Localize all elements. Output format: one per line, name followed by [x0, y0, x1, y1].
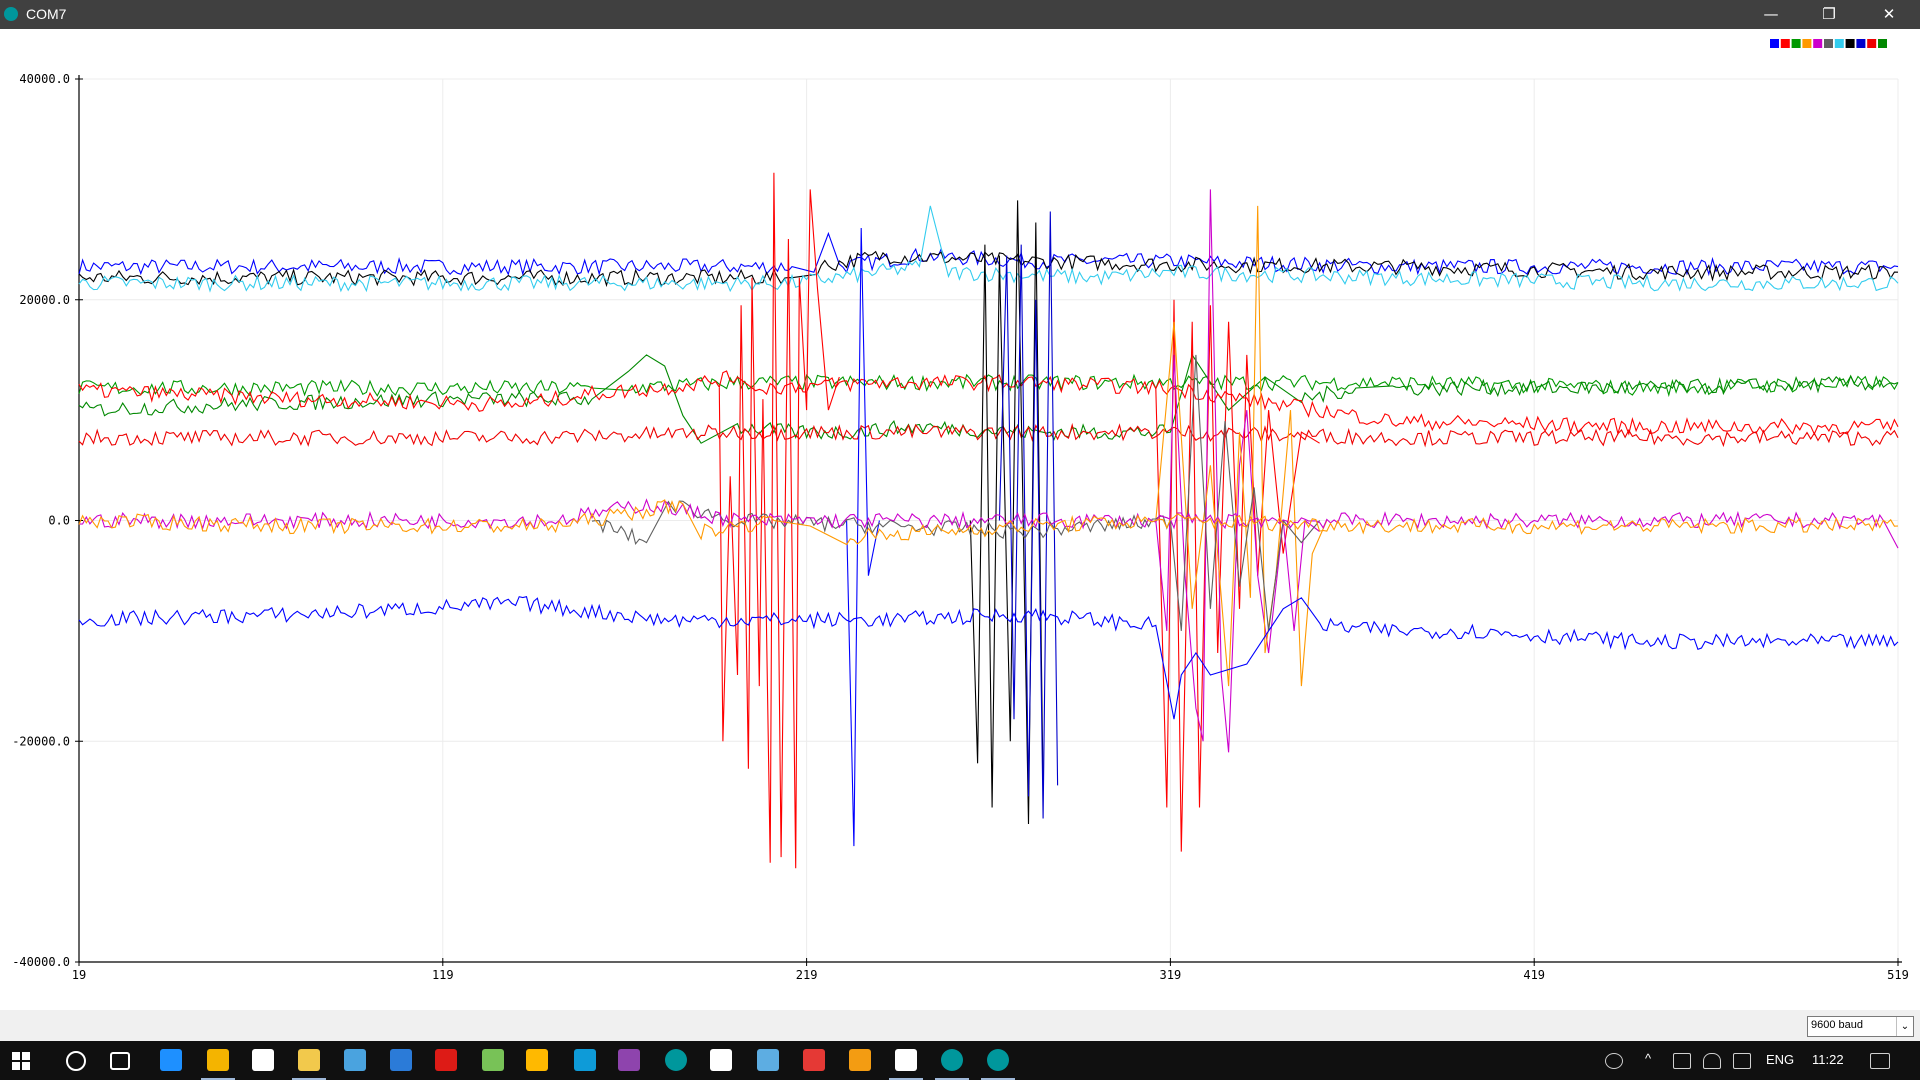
y-tick-label: 0.0: [48, 514, 70, 528]
series-line-13: [1155, 205, 1328, 687]
x-tick-label: 519: [1887, 968, 1909, 982]
legend-swatch-3: [1802, 39, 1812, 48]
y-tick-label: 20000.0: [19, 293, 70, 307]
series-line-8: [846, 227, 880, 847]
volume-icon[interactable]: [1733, 1053, 1751, 1069]
running-indicator: [889, 1078, 923, 1080]
x-tick-label: 319: [1160, 968, 1182, 982]
f-app-icon-orange[interactable]: [849, 1049, 871, 1071]
legend-swatch-9: [1867, 39, 1877, 48]
series-line-7: [718, 172, 840, 869]
legend-swatch-8: [1856, 39, 1866, 48]
series-line-4: [78, 353, 1899, 444]
store-icon[interactable]: [252, 1049, 274, 1071]
legend-swatch-2: [1791, 39, 1801, 48]
running-indicator: [201, 1078, 235, 1080]
x-tick-label: 19: [72, 968, 86, 982]
legend-swatch-6: [1834, 39, 1844, 48]
battery-icon[interactable]: [1673, 1053, 1691, 1069]
arduino-serial-icon[interactable]: [941, 1049, 963, 1071]
bottom-bar: 9600 baud ⌄: [0, 1010, 1920, 1041]
maximize-button[interactable]: ❐: [1822, 5, 1836, 23]
wifi-icon[interactable]: [1703, 1053, 1721, 1069]
running-indicator: [981, 1078, 1015, 1080]
legend-swatch-1: [1780, 39, 1790, 48]
series-line-12: [1155, 189, 1320, 753]
x-tick-label: 219: [796, 968, 818, 982]
c-app-icon[interactable]: [574, 1049, 596, 1071]
legend-swatch-10: [1878, 39, 1887, 48]
x-tick-label: 119: [432, 968, 454, 982]
serial-plotter-area: 40000.0 20000.0 0.0 -20000.0 -40000.0 19 119 21…: [0, 29, 1920, 1010]
windows-start-icon[interactable]: [12, 1052, 30, 1070]
arduino-icon[interactable]: [665, 1049, 687, 1071]
series-line-15: [78, 596, 1899, 720]
series-line-17: [78, 499, 1899, 546]
series-line-10: [998, 211, 1059, 819]
legend: [1770, 39, 1887, 48]
series-line-5: [78, 370, 1899, 436]
file-explorer-icon[interactable]: [298, 1049, 320, 1071]
y-tick-label: -40000.0: [12, 955, 70, 969]
series-lines: [78, 172, 1899, 869]
app-icon-blue[interactable]: [344, 1049, 366, 1071]
series-line-14: [591, 354, 1321, 631]
angular-icon[interactable]: [435, 1049, 457, 1071]
series-line-1: [78, 250, 1899, 288]
legend-swatch-4: [1813, 39, 1823, 48]
vscode-icon[interactable]: [390, 1049, 412, 1071]
y-tick-label: 40000.0: [19, 72, 70, 86]
language-indicator[interactable]: ENG: [1766, 1052, 1795, 1067]
notification-icon[interactable]: [1870, 1053, 1890, 1069]
title-bar: COM7 — ❐ ✕: [0, 0, 1920, 29]
f-app-icon-red[interactable]: [803, 1049, 825, 1071]
chevron-up-icon[interactable]: ^: [1645, 1051, 1652, 1066]
serial-plot-chart: 40000.0 20000.0 0.0 -20000.0 -40000.019 119 21…: [12, 39, 1909, 982]
arduino-icon: [4, 7, 18, 21]
stripes-app-icon[interactable]: [618, 1049, 640, 1071]
cortana-icon[interactable]: [66, 1051, 86, 1071]
series-line-3: [78, 373, 1899, 398]
series-line-6: [78, 422, 1899, 448]
axes: 40000.0 20000.0 0.0 -20000.0 -40000.019 119 21…: [12, 72, 1909, 982]
legend-swatch-5: [1824, 39, 1833, 48]
arduino-ide-icon[interactable]: [987, 1049, 1009, 1071]
people-icon[interactable]: [1605, 1053, 1623, 1069]
y-tick-label: -20000.0: [12, 734, 70, 748]
robot-app-icon[interactable]: [757, 1049, 779, 1071]
running-indicator: [292, 1078, 326, 1080]
series-line-11: [1155, 299, 1320, 852]
baud-rate-value: 9600 baud: [1811, 1019, 1863, 1031]
clock[interactable]: 11:22: [1812, 1052, 1844, 1067]
legend-swatch-7: [1845, 39, 1855, 48]
legend-swatch-0: [1770, 39, 1779, 48]
running-indicator: [935, 1078, 969, 1080]
x-tick-label: 419: [1523, 968, 1545, 982]
taskbar: ^ ENG 11:22: [0, 1041, 1920, 1080]
chevron-down-icon: ⌄: [1896, 1017, 1913, 1036]
chrome-icon[interactable]: [207, 1049, 229, 1071]
settings-icon[interactable]: [895, 1049, 917, 1071]
task-view-icon[interactable]: [110, 1052, 130, 1070]
android-studio-icon[interactable]: [482, 1049, 504, 1071]
colorful-app-icon[interactable]: [526, 1049, 548, 1071]
close-button[interactable]: ✕: [1882, 5, 1896, 23]
minimize-button[interactable]: —: [1763, 5, 1779, 23]
i3-app-icon[interactable]: [710, 1049, 732, 1071]
edge-icon[interactable]: [160, 1049, 182, 1071]
series-line-2: [78, 205, 1899, 293]
baud-rate-select[interactable]: 9600 baud ⌄: [1807, 1016, 1914, 1037]
window-title: COM7: [26, 6, 67, 22]
